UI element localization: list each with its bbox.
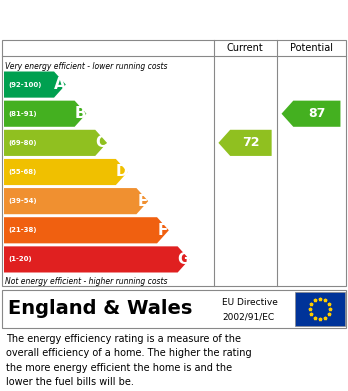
Text: B: B <box>75 106 86 121</box>
Polygon shape <box>4 100 86 127</box>
Text: The energy efficiency rating is a measure of the
overall efficiency of a home. T: The energy efficiency rating is a measur… <box>6 334 252 387</box>
Text: A: A <box>54 77 66 92</box>
Text: D: D <box>116 165 128 179</box>
Polygon shape <box>282 100 340 127</box>
Polygon shape <box>4 159 128 185</box>
Text: 2002/91/EC: 2002/91/EC <box>222 313 274 322</box>
Text: England & Wales: England & Wales <box>8 300 192 319</box>
Text: (81-91): (81-91) <box>8 111 37 117</box>
Text: G: G <box>177 252 190 267</box>
Text: Energy Efficiency Rating: Energy Efficiency Rating <box>9 10 238 28</box>
Polygon shape <box>4 72 66 98</box>
Text: Not energy efficient - higher running costs: Not energy efficient - higher running co… <box>5 277 167 286</box>
Text: E: E <box>137 194 148 209</box>
Text: F: F <box>158 223 168 238</box>
Polygon shape <box>4 188 148 214</box>
Text: C: C <box>96 135 107 151</box>
Text: (92-100): (92-100) <box>8 82 41 88</box>
Polygon shape <box>4 130 107 156</box>
Text: Very energy efficient - lower running costs: Very energy efficient - lower running co… <box>5 62 167 71</box>
Text: (21-38): (21-38) <box>8 227 37 233</box>
Text: (1-20): (1-20) <box>8 256 32 262</box>
Text: EU Directive: EU Directive <box>222 298 278 307</box>
Polygon shape <box>219 130 272 156</box>
Text: 72: 72 <box>242 136 260 149</box>
Text: (69-80): (69-80) <box>8 140 37 146</box>
Text: 87: 87 <box>308 107 325 120</box>
Text: Potential: Potential <box>290 43 333 53</box>
Text: Current: Current <box>227 43 264 53</box>
Text: (55-68): (55-68) <box>8 169 36 175</box>
Bar <box>295 292 345 326</box>
Text: (39-54): (39-54) <box>8 198 37 204</box>
Polygon shape <box>4 246 189 273</box>
Polygon shape <box>4 217 169 243</box>
